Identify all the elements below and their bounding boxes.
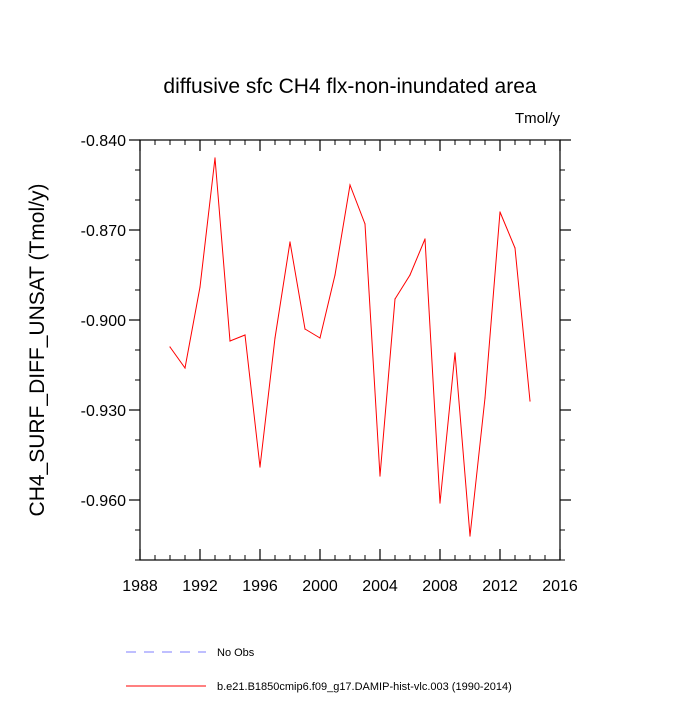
y-tick-label: -0.840: [81, 133, 126, 150]
legend-label: b.e21.B1850cmip6.f09_g17.DAMIP-hist-vlc.…: [217, 681, 512, 693]
data-point: [169, 346, 171, 348]
data-point: [199, 286, 201, 288]
data-point: [514, 247, 516, 249]
axis-ticks: [129, 139, 571, 561]
x-tick-label: 2008: [422, 578, 458, 595]
y-tick-label: -0.930: [81, 403, 126, 420]
data-point: [484, 397, 486, 399]
data-point: [454, 352, 456, 354]
y-tick-label: -0.900: [81, 313, 126, 330]
data-point: [364, 223, 366, 225]
x-tick-label: 1988: [122, 578, 158, 595]
data-point: [304, 328, 306, 330]
data-point: [334, 274, 336, 276]
data-point: [319, 337, 321, 339]
chart-title: diffusive sfc CH4 flx-non-inundated area: [163, 75, 536, 98]
y-axis-label: CH4_SURF_DIFF_UNSAT (Tmol/y): [26, 184, 49, 517]
data-point: [424, 238, 426, 240]
data-point: [274, 337, 276, 339]
data-point: [184, 367, 186, 369]
legend: No Obs b.e21.B1850cmip6.f09_g17.DAMIP-his…: [126, 647, 512, 693]
data-point: [379, 475, 381, 477]
x-tick-label: 2012: [482, 578, 518, 595]
y-tick-label: -0.870: [81, 223, 126, 240]
data-point: [229, 340, 231, 342]
data-point: [469, 535, 471, 537]
units-label: Tmol/y: [515, 110, 561, 127]
plot-frame: [139, 139, 561, 561]
x-tick-label: 1992: [182, 578, 218, 595]
data-point: [409, 274, 411, 276]
data-point: [349, 184, 351, 186]
x-tick-label: 2016: [542, 578, 578, 595]
data-point: [259, 466, 261, 468]
data-point: [244, 334, 246, 336]
data-point: [214, 157, 216, 159]
data-point: [529, 400, 531, 402]
x-tick-labels: 1988 1992 1996 2000 2004 2008 2012 2016: [122, 578, 578, 595]
legend-label: No Obs: [217, 647, 255, 659]
series-line: [169, 157, 531, 537]
y-tick-label: -0.960: [81, 493, 126, 510]
x-tick-label: 2004: [362, 578, 398, 595]
y-tick-labels: -0.960 -0.930 -0.900 -0.870 -0.840: [81, 133, 126, 510]
data-series: [169, 157, 531, 537]
data-point: [289, 241, 291, 243]
data-point: [439, 502, 441, 504]
x-tick-label: 2000: [302, 578, 338, 595]
data-point: [499, 211, 501, 213]
x-tick-label: 1996: [242, 578, 278, 595]
data-point: [394, 298, 396, 300]
